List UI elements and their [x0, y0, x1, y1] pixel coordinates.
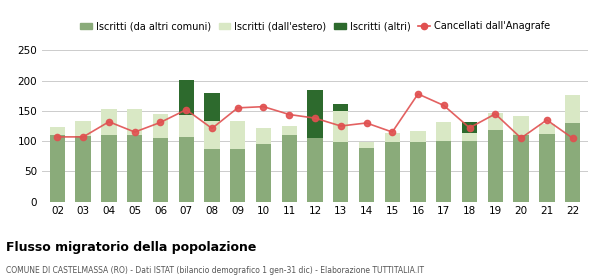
Text: Flusso migratorio della popolazione: Flusso migratorio della popolazione — [6, 241, 256, 254]
Bar — [204, 93, 220, 121]
Bar — [565, 123, 580, 202]
Bar — [50, 127, 65, 135]
Bar — [127, 135, 142, 202]
Bar — [179, 137, 194, 202]
Bar — [127, 109, 142, 135]
Bar — [514, 135, 529, 202]
Bar — [333, 104, 349, 111]
Bar — [436, 141, 451, 202]
Bar — [462, 122, 477, 133]
Bar — [256, 129, 271, 144]
Bar — [539, 124, 554, 134]
Text: COMUNE DI CASTELMASSA (RO) - Dati ISTAT (bilancio demografico 1 gen-31 dic) - El: COMUNE DI CASTELMASSA (RO) - Dati ISTAT … — [6, 266, 424, 275]
Bar — [256, 144, 271, 202]
Bar — [359, 142, 374, 148]
Bar — [488, 113, 503, 130]
Bar — [565, 95, 580, 123]
Bar — [179, 80, 194, 115]
Bar — [462, 141, 477, 202]
Bar — [539, 134, 554, 202]
Bar — [50, 135, 65, 202]
Bar — [101, 135, 116, 202]
Bar — [204, 149, 220, 202]
Bar — [76, 136, 91, 202]
Bar — [410, 131, 426, 142]
Bar — [359, 148, 374, 202]
Bar — [385, 142, 400, 202]
Bar — [307, 90, 323, 138]
Bar — [462, 133, 477, 141]
Bar — [410, 142, 426, 202]
Bar — [333, 111, 349, 142]
Bar — [385, 133, 400, 142]
Bar — [76, 121, 91, 136]
Bar — [514, 116, 529, 135]
Bar — [281, 135, 297, 202]
Bar — [436, 122, 451, 141]
Bar — [153, 114, 168, 138]
Bar — [488, 130, 503, 202]
Bar — [179, 115, 194, 137]
Bar — [204, 121, 220, 149]
Bar — [230, 149, 245, 202]
Bar — [101, 109, 116, 135]
Bar — [333, 142, 349, 202]
Bar — [230, 121, 245, 149]
Bar — [281, 126, 297, 135]
Legend: Iscritti (da altri comuni), Iscritti (dall'estero), Iscritti (altri), Cancellati: Iscritti (da altri comuni), Iscritti (da… — [76, 17, 554, 35]
Bar — [153, 138, 168, 202]
Bar — [307, 138, 323, 202]
